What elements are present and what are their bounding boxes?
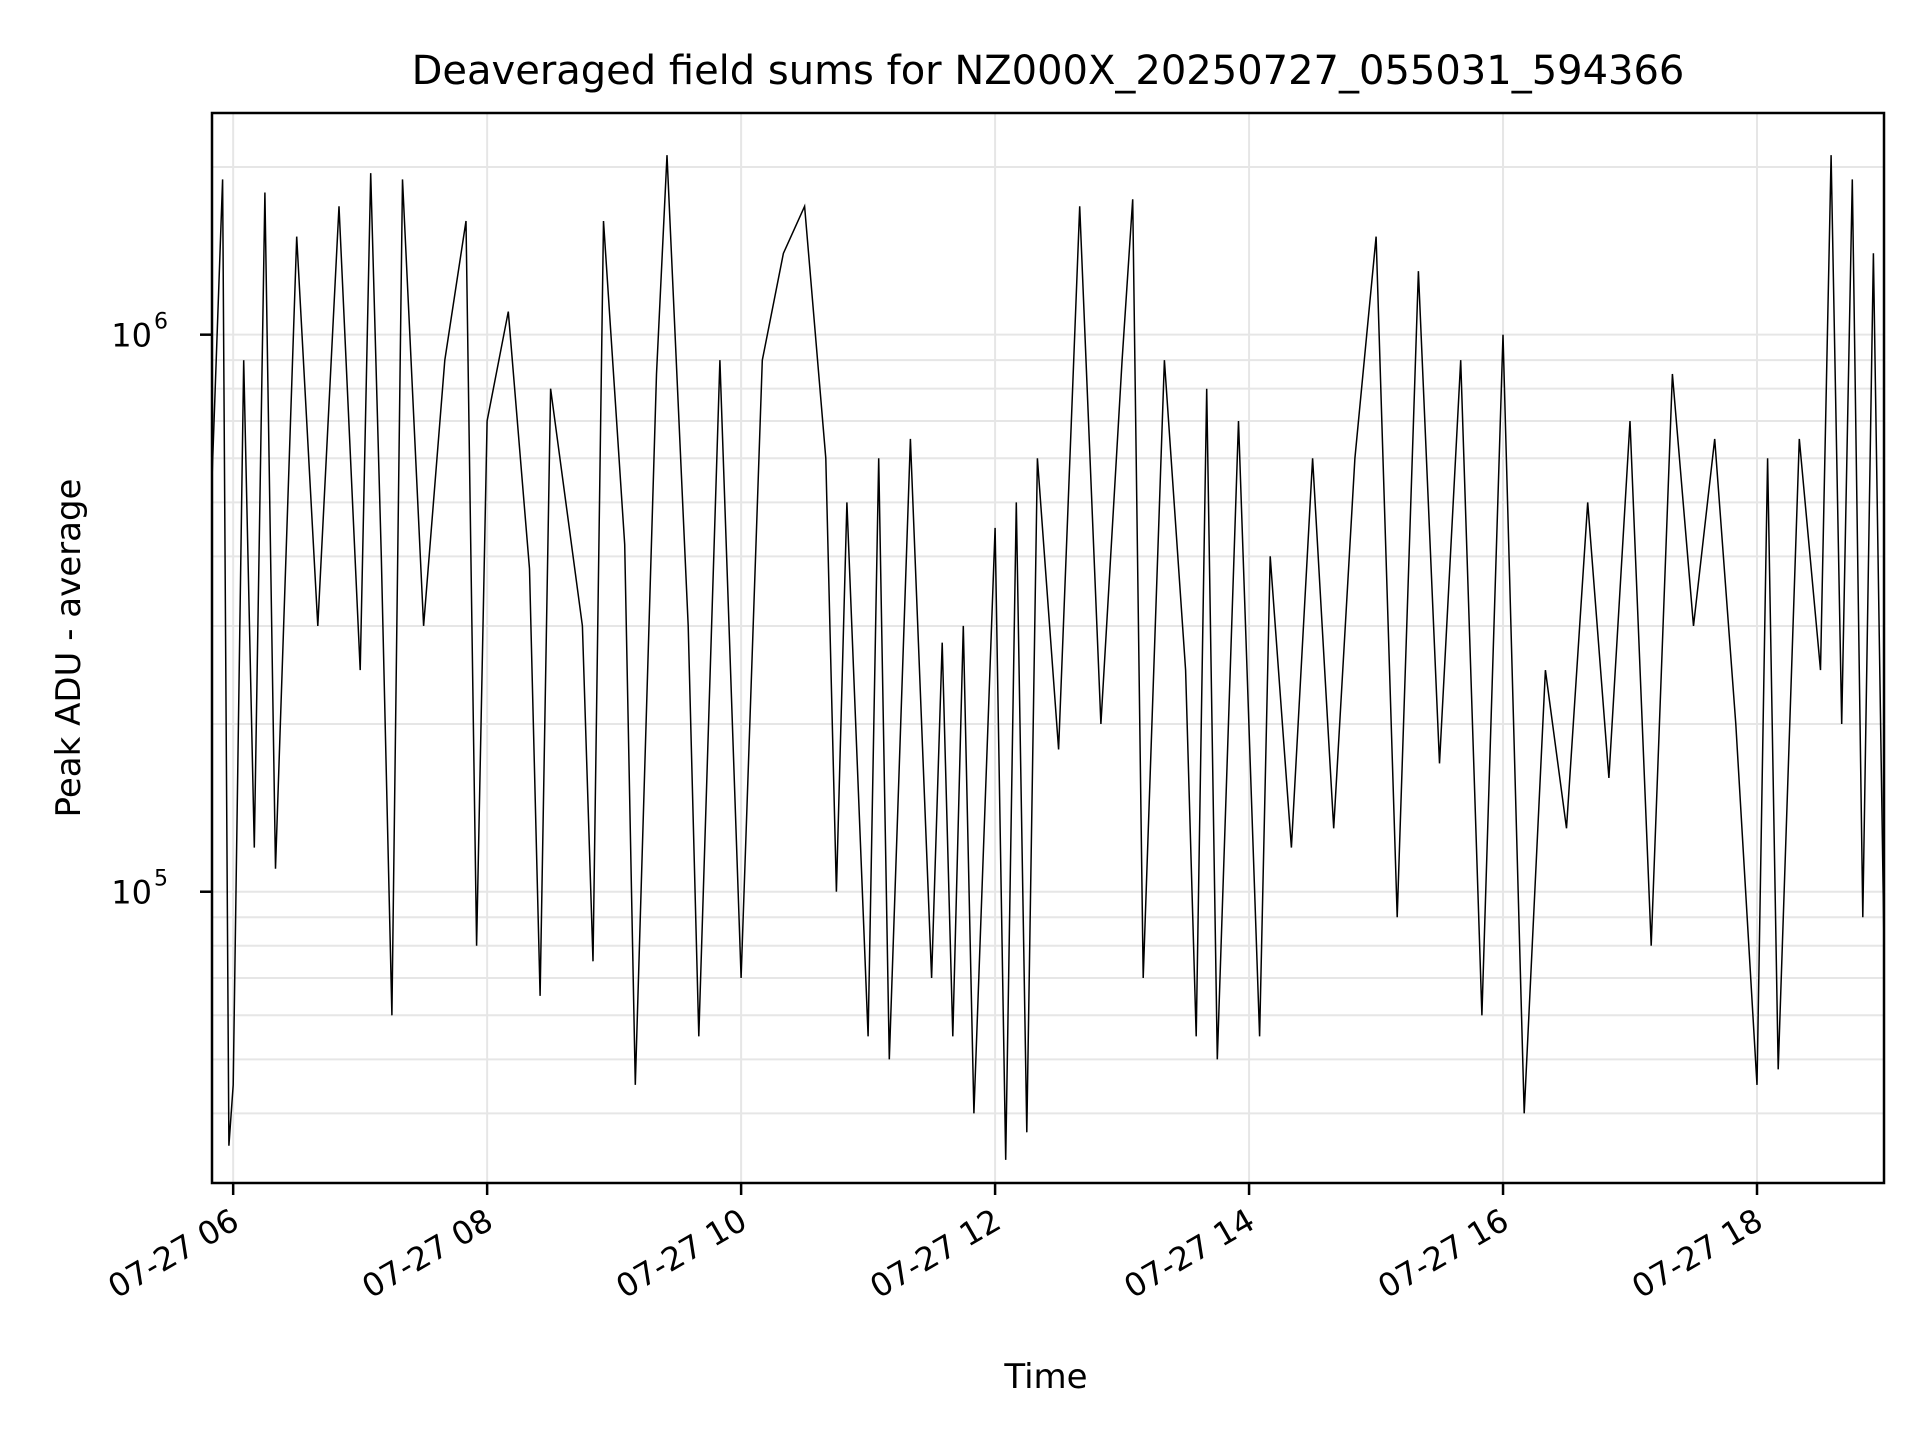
plot-frame	[210, 111, 1886, 1185]
y-axis-label: Peak ADU - average	[49, 479, 89, 818]
y-tick-exponent: 6	[154, 310, 168, 335]
y-tick-label: 10	[111, 874, 152, 912]
x-tick-label: 07-27 06	[102, 1201, 246, 1306]
x-tick-label: 07-27 08	[356, 1201, 500, 1306]
x-tick-label: 07-27 18	[1625, 1201, 1769, 1306]
x-axis: 07-27 06 07-27 08 07-27 10 07-27 12 07-27 14…	[102, 1183, 1769, 1306]
x-tick-label: 07-27 14	[1117, 1201, 1261, 1306]
x-tick-label: 07-27 10	[610, 1201, 754, 1306]
series-line	[211, 155, 1885, 1160]
x-axis-label: Time	[1003, 1357, 1087, 1397]
grid-layer	[212, 113, 1884, 1184]
x-tick-label: 07-27 12	[863, 1201, 1007, 1306]
chart-title: Deaveraged field sums for NZ000X_2025072…	[412, 48, 1685, 94]
x-tick-label: 07-27 16	[1371, 1201, 1515, 1306]
y-tick-label: 10	[111, 317, 152, 355]
y-tick-exponent: 5	[154, 867, 168, 892]
series-layer	[211, 155, 1885, 1160]
